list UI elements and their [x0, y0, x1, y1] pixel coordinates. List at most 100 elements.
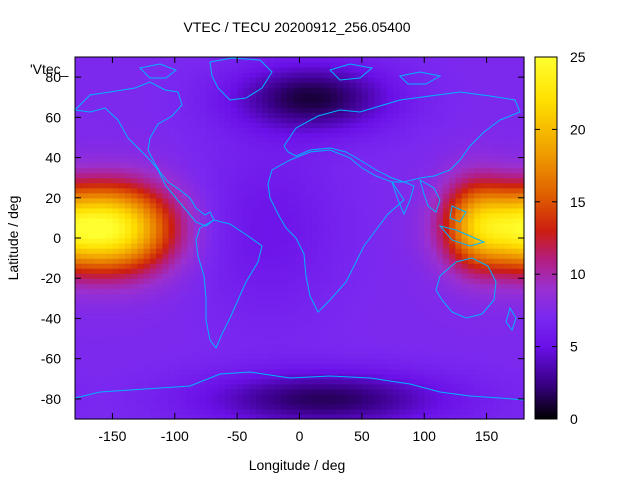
- heatmap-cell: [81, 363, 89, 370]
- heatmap-cell: [442, 217, 450, 224]
- heatmap-cell: [237, 197, 244, 204]
- heatmap-cell: [224, 388, 232, 395]
- heatmap-cell: [99, 243, 107, 249]
- heatmap-cell: [492, 398, 500, 405]
- heatmap-cell: [156, 192, 163, 199]
- heatmap-cell: [455, 202, 463, 209]
- heatmap-cell: [324, 87, 332, 93]
- heatmap-cell: [486, 87, 494, 93]
- heatmap-cell: [168, 82, 176, 88]
- heatmap-cell: [181, 318, 188, 325]
- heatmap-cell: [168, 398, 176, 405]
- heatmap-cell: [474, 222, 481, 229]
- heatmap-cell: [230, 408, 238, 415]
- heatmap-cell: [274, 248, 282, 254]
- heatmap-cell: [349, 107, 357, 113]
- heatmap-cell: [218, 403, 226, 410]
- heatmap-cell: [212, 122, 220, 128]
- heatmap-cell: [424, 92, 432, 98]
- heatmap-cell: [149, 273, 157, 279]
- heatmap-cell: [112, 107, 120, 113]
- heatmap-cell: [112, 167, 120, 174]
- heatmap-cell: [193, 398, 201, 405]
- heatmap-cell: [399, 107, 407, 113]
- heatmap-cell: [237, 338, 244, 345]
- heatmap-cell: [399, 398, 407, 405]
- heatmap-cell: [442, 222, 450, 229]
- heatmap-cell: [355, 288, 363, 294]
- heatmap-cell: [75, 303, 82, 309]
- heatmap-cell: [442, 127, 450, 134]
- heatmap-cell: [268, 72, 276, 78]
- heatmap-cell: [299, 288, 307, 294]
- heatmap-cell: [305, 157, 313, 164]
- heatmap-cell: [324, 283, 332, 289]
- heatmap-cell: [361, 398, 369, 405]
- heatmap-cell: [467, 273, 475, 279]
- heatmap-cell: [174, 308, 182, 315]
- heatmap-cell: [162, 313, 170, 320]
- heatmap-cell: [486, 373, 494, 380]
- heatmap-cell: [218, 217, 226, 224]
- heatmap-cell: [380, 263, 388, 269]
- heatmap-cell: [255, 142, 263, 149]
- heatmap-cell: [262, 97, 269, 103]
- heatmap-cell: [149, 413, 157, 420]
- heatmap-cell: [149, 167, 157, 174]
- heatmap-cell: [455, 177, 463, 184]
- heatmap-cell: [149, 147, 157, 154]
- heatmap-cell: [511, 207, 519, 214]
- heatmap-cell: [442, 132, 450, 139]
- heatmap-cell: [287, 202, 294, 209]
- heatmap-cell: [149, 227, 157, 234]
- heatmap-cell: [274, 192, 282, 199]
- heatmap-cell: [449, 378, 457, 385]
- heatmap-cell: [174, 343, 182, 350]
- heatmap-cell: [287, 222, 294, 229]
- heatmap-cell: [224, 238, 232, 244]
- heatmap-cell: [311, 323, 319, 330]
- heatmap-cell: [199, 122, 207, 128]
- heatmap-cell: [193, 67, 201, 73]
- heatmap-cell: [268, 378, 276, 385]
- heatmap-cell: [262, 353, 269, 360]
- heatmap-cell: [149, 92, 157, 98]
- heatmap-cell: [143, 323, 151, 330]
- heatmap-cell: [305, 308, 313, 315]
- heatmap-cell: [162, 207, 170, 214]
- heatmap-cell: [436, 308, 444, 315]
- heatmap-cell: [174, 323, 182, 330]
- heatmap-cell: [87, 232, 95, 239]
- heatmap-cell: [417, 212, 425, 219]
- heatmap-cell: [361, 273, 369, 279]
- heatmap-cell: [399, 192, 407, 199]
- heatmap-cell: [268, 253, 276, 259]
- heatmap-cell: [218, 227, 226, 234]
- heatmap-cell: [405, 187, 413, 194]
- heatmap-cell: [81, 358, 89, 365]
- heatmap-cell: [162, 77, 170, 83]
- heatmap-cell: [87, 227, 95, 234]
- heatmap-cell: [330, 303, 338, 309]
- heatmap-cell: [486, 137, 494, 144]
- heatmap-cell: [330, 167, 338, 174]
- heatmap-cell: [449, 227, 457, 234]
- heatmap-cell: [505, 127, 513, 134]
- heatmap-cell: [274, 87, 282, 93]
- heatmap-cell: [461, 177, 469, 184]
- heatmap-cell: [449, 268, 457, 274]
- heatmap-cell: [336, 238, 344, 244]
- heatmap-cell: [112, 222, 120, 229]
- heatmap-cell: [368, 253, 375, 259]
- heatmap-cell: [455, 408, 463, 415]
- heatmap-cell: [324, 268, 332, 274]
- heatmap-cell: [311, 222, 319, 229]
- heatmap-cell: [274, 378, 282, 385]
- heatmap-cell: [174, 202, 182, 209]
- heatmap-cell: [181, 232, 188, 239]
- heatmap-cell: [461, 248, 469, 254]
- heatmap-cell: [311, 142, 319, 149]
- heatmap-cell: [380, 72, 388, 78]
- heatmap-cell: [442, 182, 450, 189]
- heatmap-cell: [137, 353, 145, 360]
